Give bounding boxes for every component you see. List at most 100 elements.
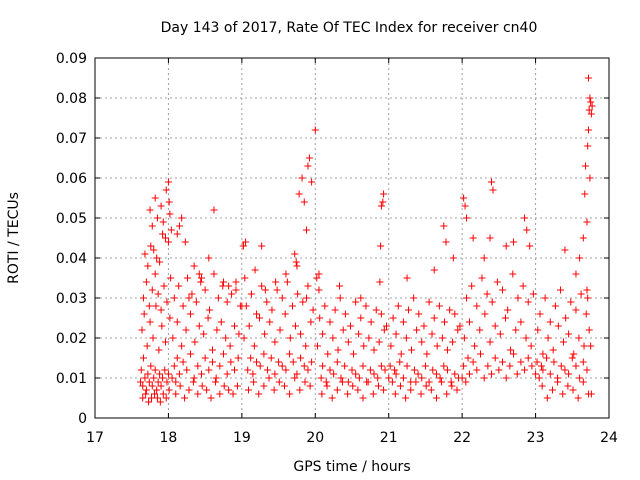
data-point <box>449 338 457 346</box>
data-point <box>194 362 202 370</box>
data-point <box>232 286 240 294</box>
data-point <box>370 370 378 378</box>
data-point <box>271 370 279 378</box>
data-point <box>586 174 594 182</box>
data-point <box>397 350 405 358</box>
data-point <box>169 334 177 342</box>
data-point <box>154 378 162 386</box>
data-point <box>554 322 562 330</box>
data-point <box>402 334 410 342</box>
data-point <box>559 390 567 398</box>
y-tick-label: 0.07 <box>56 131 87 147</box>
data-point <box>256 362 264 370</box>
data-point <box>501 314 509 322</box>
data-point <box>286 390 294 398</box>
data-point <box>528 362 536 370</box>
data-point <box>301 378 309 386</box>
data-point <box>255 314 263 322</box>
data-point <box>141 250 149 258</box>
data-point <box>587 342 595 350</box>
data-point <box>137 366 145 374</box>
data-point <box>158 322 166 330</box>
data-point <box>549 346 557 354</box>
data-point <box>526 242 534 250</box>
data-point <box>183 366 191 374</box>
data-point <box>581 190 589 198</box>
data-point <box>536 310 544 318</box>
data-point <box>481 310 489 318</box>
data-point <box>534 326 542 334</box>
x-tick-label: 22 <box>453 430 471 446</box>
data-point <box>514 294 522 302</box>
x-tick-label: 19 <box>233 430 251 446</box>
data-point <box>324 350 332 358</box>
data-point <box>326 366 334 374</box>
data-point <box>486 234 494 242</box>
data-point <box>240 334 248 342</box>
data-point <box>365 334 373 342</box>
data-point <box>231 366 239 374</box>
data-point <box>331 306 339 314</box>
data-point <box>173 230 181 238</box>
data-point <box>521 366 529 374</box>
data-point <box>296 386 304 394</box>
data-point <box>189 378 197 386</box>
data-point <box>575 334 583 342</box>
data-point <box>337 374 345 382</box>
data-point <box>197 274 205 282</box>
data-point <box>220 278 227 286</box>
data-point <box>572 270 580 278</box>
data-point <box>372 306 380 314</box>
data-point <box>583 218 591 226</box>
data-point <box>392 330 400 338</box>
data-point <box>148 286 156 294</box>
data-point <box>139 382 147 390</box>
y-tick-label: 0.02 <box>56 331 87 347</box>
data-point <box>280 382 288 390</box>
data-point <box>386 362 394 370</box>
data-point <box>476 326 484 334</box>
data-point <box>355 374 363 382</box>
data-point <box>273 286 281 294</box>
data-point <box>232 278 240 286</box>
data-point <box>403 362 411 370</box>
data-point <box>579 358 587 366</box>
data-point <box>194 390 202 398</box>
data-point <box>529 290 537 298</box>
data-point <box>412 378 420 386</box>
data-point <box>321 302 329 310</box>
data-point <box>186 350 194 358</box>
data-point <box>195 270 203 278</box>
data-point <box>153 386 161 394</box>
data-point <box>231 322 239 330</box>
y-tick-label: 0.04 <box>56 251 87 267</box>
data-point <box>302 342 310 350</box>
data-point <box>283 278 291 286</box>
data-point <box>427 386 435 394</box>
data-point <box>167 226 175 234</box>
x-tick-label: 20 <box>306 430 324 446</box>
data-point <box>377 242 385 250</box>
data-point <box>519 282 527 290</box>
data-point <box>443 346 451 354</box>
data-point <box>137 378 145 386</box>
data-point <box>329 334 337 342</box>
data-point <box>425 378 433 386</box>
data-point <box>428 330 436 338</box>
data-point <box>173 354 181 362</box>
data-point <box>302 226 310 234</box>
data-point <box>175 222 183 230</box>
data-point <box>250 378 258 386</box>
data-point <box>185 294 193 302</box>
data-point <box>465 318 473 326</box>
data-point <box>245 322 253 330</box>
data-point <box>584 142 592 150</box>
data-point <box>161 234 169 242</box>
data-point <box>468 282 476 290</box>
data-point <box>147 242 155 250</box>
data-point <box>318 390 326 398</box>
data-point <box>156 258 164 266</box>
x-tick-label: 17 <box>86 430 104 446</box>
data-point <box>352 370 360 378</box>
data-point <box>195 322 203 330</box>
